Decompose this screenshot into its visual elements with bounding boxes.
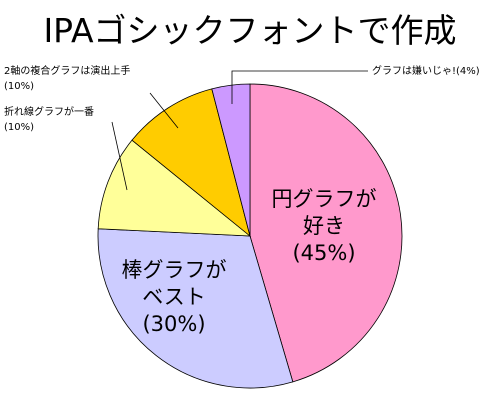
pie-slice [97,139,252,237]
value-label: (10%) [4,122,35,133]
value-label: (30%) [142,312,206,336]
leader-line [111,121,128,191]
value-label: (4%) [456,66,480,77]
slice-label: 円グラフが好き (45%) [266,186,382,267]
category-label: グラフは嫌いじゃ! [372,66,457,77]
leader-line [149,92,179,129]
slice-label: 2軸の複合グラフは演出上手 (10%) [4,64,130,94]
pie-slice [211,83,251,237]
category-label: 2軸の複合グラフは演出上手 [4,66,131,77]
category-label: 円グラフが好き [271,187,377,238]
slice-label: グラフは嫌いじゃ!(4%) [372,64,480,79]
slice-label: 折れ線グラフが一番 (10%) [4,105,94,135]
value-label: (45%) [292,241,356,265]
category-label: 折れ線グラフが一番 [4,107,94,118]
chart-title: IPAゴシックフォントで作成 [43,11,457,50]
leader-line [231,70,368,104]
pie-slice [131,88,251,238]
pie-slice [97,228,294,389]
slice-label: 棒グラフがベスト (30%) [116,257,232,338]
category-label: 棒グラフがベスト [121,258,227,309]
pie-slice [249,83,403,383]
value-label: (10%) [4,81,35,92]
